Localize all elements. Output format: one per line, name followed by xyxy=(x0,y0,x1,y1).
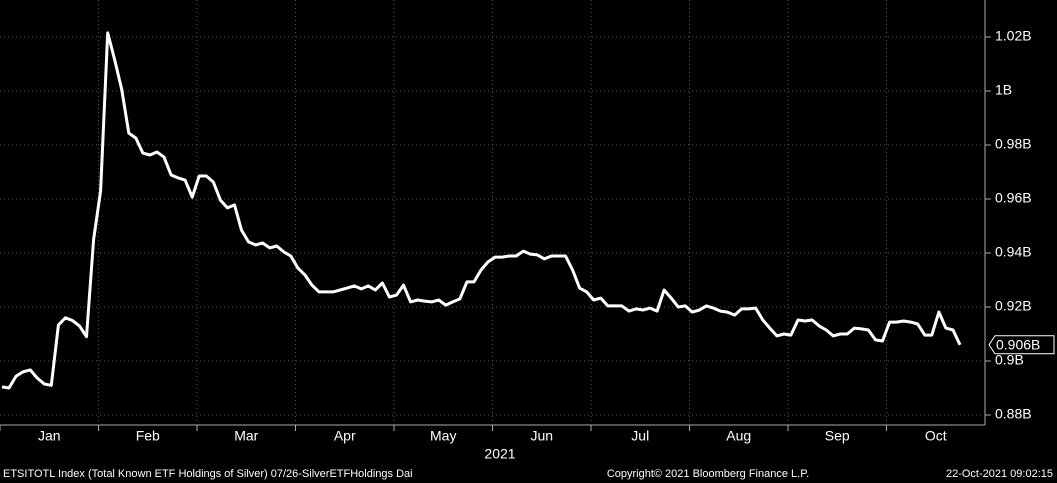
x-tick-label: Jul xyxy=(631,428,649,444)
footer-center: Copyright© 2021 Bloomberg Finance L.P. xyxy=(607,468,809,480)
y-tick-label: 0.88B xyxy=(995,406,1032,422)
x-tick-label: Sep xyxy=(825,428,850,444)
x-tick-label: Aug xyxy=(726,428,751,444)
y-tick-label: 0.98B xyxy=(995,136,1032,152)
x-tick-label: Apr xyxy=(334,428,356,444)
last-value-label: 0.906B xyxy=(996,337,1040,353)
y-tick-label: 0.9B xyxy=(995,352,1024,368)
y-tick-label: 1.02B xyxy=(995,28,1032,44)
y-tick-label: 0.92B xyxy=(995,298,1032,314)
footer-right: 22-Oct-2021 09:02:15 xyxy=(946,468,1053,480)
y-tick-label: 1B xyxy=(995,82,1012,98)
x-tick-label: Mar xyxy=(234,428,258,444)
x-tick-label: Oct xyxy=(925,428,947,444)
series-line xyxy=(1,31,962,390)
last-value-box xyxy=(988,335,1055,355)
footer-left: ETSITOTL Index (Total Known ETF Holdings… xyxy=(3,468,413,480)
x-tick-label: Feb xyxy=(136,428,160,444)
x-tick-label: Jun xyxy=(530,428,553,444)
x-tick-label: May xyxy=(430,428,456,444)
x-tick-label: Jan xyxy=(38,428,61,444)
x-axis-label: 2021 xyxy=(484,446,515,462)
y-tick-label: 0.96B xyxy=(995,190,1032,206)
y-tick-label: 0.94B xyxy=(995,244,1032,260)
